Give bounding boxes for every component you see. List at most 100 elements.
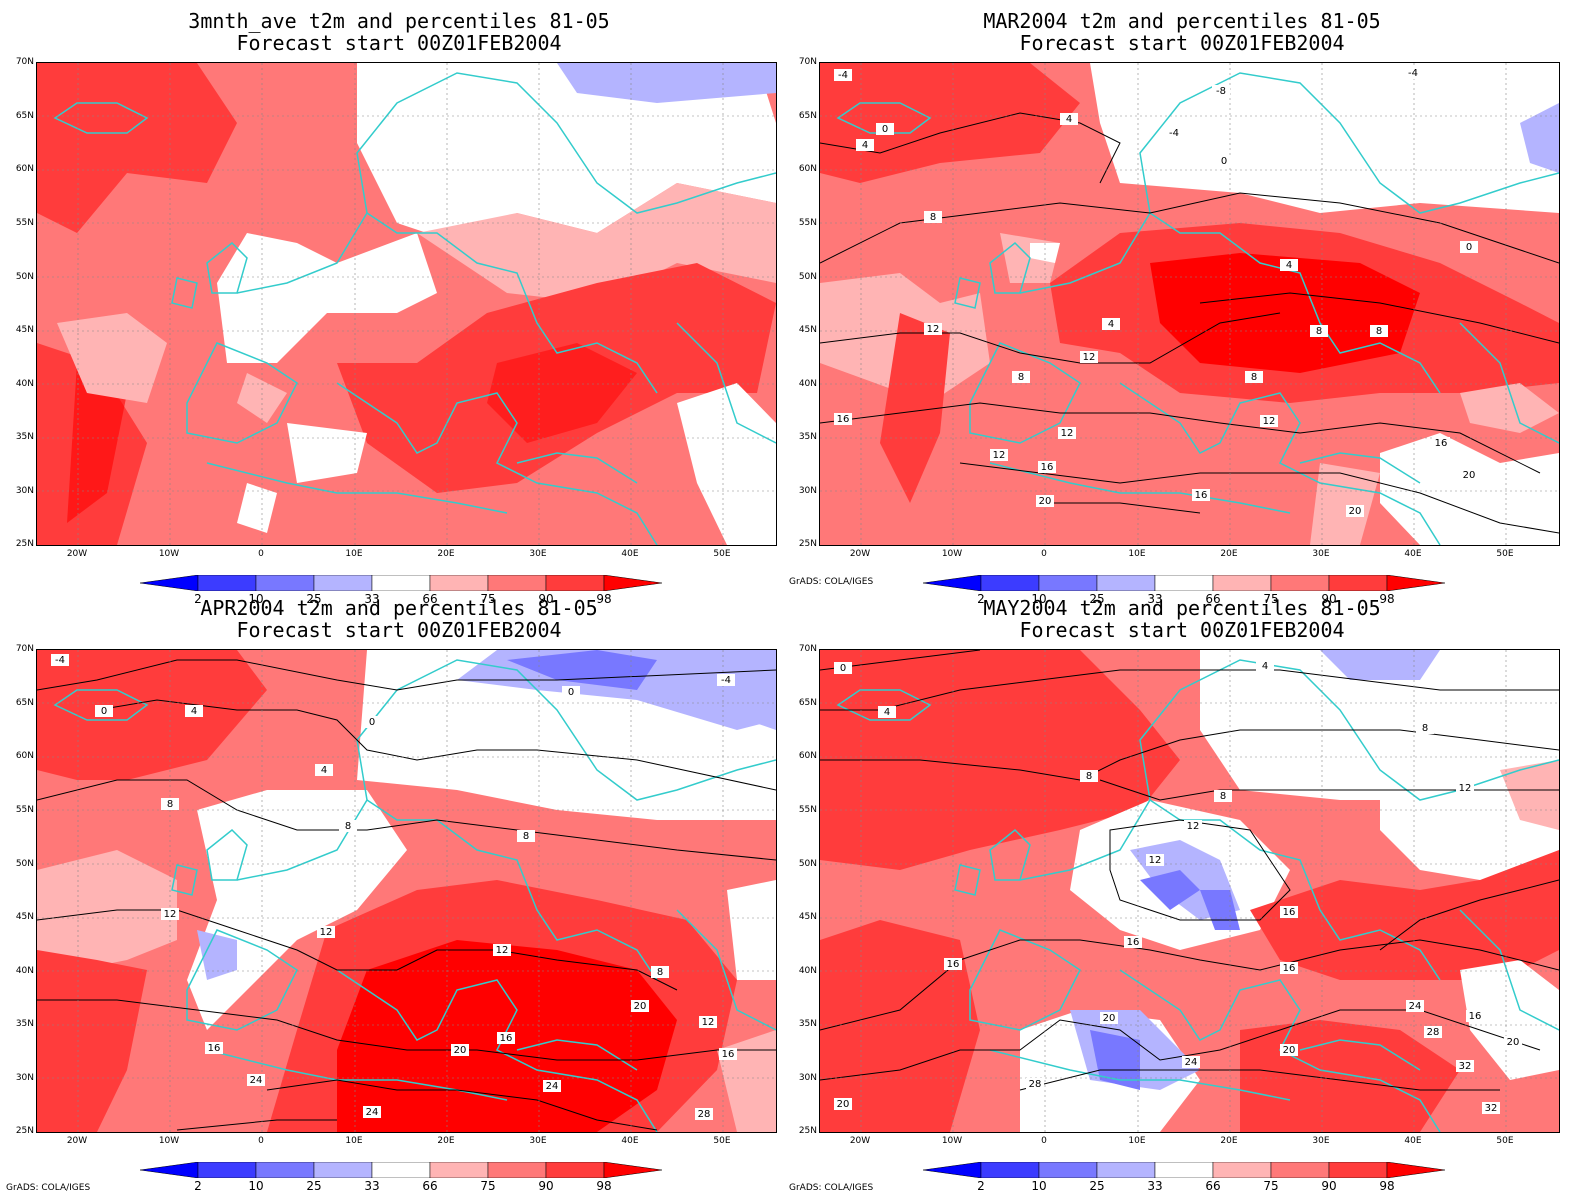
lat-label: 45N	[15, 325, 34, 335]
colorbar-label: 33	[1147, 592, 1163, 606]
contour-label-text: 24	[366, 1107, 379, 1118]
colorbar: 2 10 25 33 66 75 90 98	[922, 574, 1453, 606]
contour-label-text: 16	[1127, 937, 1140, 948]
contour-label: 12	[493, 944, 511, 956]
contour-label-text: 8	[1086, 771, 1092, 782]
contour-label: 12	[1058, 427, 1076, 439]
colorbar-label: 33	[364, 592, 380, 606]
panel-3month-average: 3mnth_ave t2m and percentiles 81-05 Fore…	[0, 0, 798, 606]
contour-label: -4	[1165, 127, 1183, 139]
contour-label-text: 8	[345, 821, 351, 832]
contour-label-text: 12	[927, 324, 940, 335]
contour-label: 4	[1060, 113, 1078, 125]
lat-label: 65N	[15, 698, 34, 708]
contour-label: 8	[1245, 371, 1263, 383]
contour-label-text: 28	[1427, 1027, 1440, 1038]
contour-label-text: 16	[1435, 438, 1448, 449]
contour-label: 8	[1080, 770, 1098, 782]
percentile-map: -4 0 4 0 0 -4 4 8 8 8 12 12 12 16 20 16 …	[36, 649, 777, 1133]
contour-label: 0	[1215, 155, 1233, 167]
contour-label: 16	[944, 958, 962, 970]
contour-label-text: 12	[993, 450, 1006, 461]
lon-label: 20E	[437, 1136, 455, 1146]
contour-label: 20	[1100, 1012, 1118, 1024]
contour-label: 20	[1036, 495, 1054, 507]
contour-label: 12	[1260, 415, 1278, 427]
lat-label: 60N	[15, 164, 34, 174]
contour-label: 24	[543, 1080, 561, 1092]
contour-label: 8	[1012, 371, 1030, 383]
contour-label-text: 16	[500, 1033, 513, 1044]
lon-label: 10E	[1128, 1136, 1146, 1146]
lat-label: 65N	[798, 111, 817, 121]
contour-label: 20	[1460, 469, 1478, 481]
lat-label: 35N	[15, 1019, 34, 1029]
contour-label: 4	[1256, 660, 1274, 672]
lat-label: 70N	[15, 644, 34, 654]
colorbar-swatches	[139, 574, 663, 592]
contour-label: 32	[1482, 1102, 1500, 1114]
contour-label: 16	[834, 413, 852, 425]
contour-label-text: 0	[840, 663, 846, 674]
colorbar-label: 66	[422, 1179, 438, 1193]
lat-label: 50N	[798, 859, 817, 869]
lon-label: 50E	[1496, 549, 1514, 559]
contour-label-text: -4	[1408, 68, 1418, 79]
colorbar-label: 10	[248, 1179, 264, 1193]
contour-label: 16	[497, 1032, 515, 1044]
colorbar-swatches	[139, 1161, 663, 1179]
contour-label: 8	[517, 830, 535, 842]
contour-label: 32	[1456, 1060, 1474, 1072]
lat-label: 50N	[15, 272, 34, 282]
contour-label-text: 4	[1286, 260, 1292, 271]
contour-label: 0	[834, 662, 852, 674]
contour-label-text: 12	[1459, 783, 1472, 794]
lon-label: 20E	[437, 549, 455, 559]
colorbar-swatches	[922, 1161, 1446, 1179]
colorbar-label: 2	[194, 592, 202, 606]
contour-label: 8	[161, 798, 179, 810]
lat-label: 45N	[15, 912, 34, 922]
contour-label-text: 16	[1283, 907, 1296, 918]
contour-label: 16	[719, 1048, 737, 1060]
contour-label-text: 4	[191, 706, 197, 717]
contour-label: 0	[1460, 241, 1478, 253]
contour-label-text: 8	[1220, 791, 1226, 802]
lat-label: 25N	[15, 539, 34, 549]
contour-label: 12	[990, 449, 1008, 461]
lat-label: 30N	[798, 1073, 817, 1083]
contour-label-text: 24	[250, 1075, 263, 1086]
contour-label-text: 4	[884, 707, 890, 718]
panel-apr2004: APR2004 t2m and percentiles 81-05 Foreca…	[0, 587, 798, 1193]
contour-label-text: 20	[1039, 496, 1052, 507]
contour-label: 4	[1102, 318, 1120, 330]
contour-label-text: -4	[55, 655, 65, 666]
contour-label-text: -4	[1169, 128, 1179, 139]
contour-label-text: 8	[1018, 372, 1024, 383]
contour-label: 20	[1504, 1036, 1522, 1048]
contour-label-text: 16	[837, 414, 850, 425]
panel-title: 3mnth_ave t2m and percentiles 81-05	[188, 9, 610, 33]
contour-label-text: 16	[1469, 1011, 1482, 1022]
contour-label-text: 12	[1263, 416, 1276, 427]
contour-label-text: 8	[1316, 326, 1322, 337]
contour-label: -8	[1212, 85, 1230, 97]
colorbar-label: 25	[1089, 1179, 1105, 1193]
contour-label: 12	[924, 323, 942, 335]
contour-label: 12	[699, 1016, 717, 1028]
lon-label: 30E	[1312, 1136, 1330, 1146]
lat-label: 45N	[798, 912, 817, 922]
lon-label: 20E	[1220, 549, 1238, 559]
panel-subtitle: Forecast start 00Z01FEB2004	[1019, 31, 1345, 55]
panel-subtitle: Forecast start 00Z01FEB2004	[236, 31, 562, 55]
contour-label: 4	[878, 706, 896, 718]
panel-subtitle: Forecast start 00Z01FEB2004	[1019, 618, 1345, 642]
colorbar-label: 75	[1263, 1179, 1279, 1193]
lon-label: 0	[258, 549, 264, 559]
colorbar-label: 10	[1031, 592, 1047, 606]
lon-label: 10E	[1128, 549, 1146, 559]
contour-label-text: 12	[496, 945, 509, 956]
contour-label: 16	[1038, 461, 1056, 473]
contour-label-text: 12	[1149, 855, 1162, 866]
colorbar-label: 90	[1321, 1179, 1337, 1193]
